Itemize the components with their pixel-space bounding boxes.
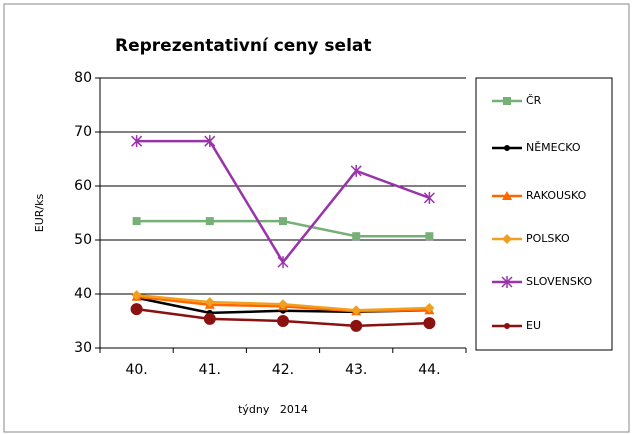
legend-label: EU [526,319,541,332]
marker [205,217,214,226]
legend-marker [502,191,512,200]
x-tick-label: 42. [272,362,294,378]
legend-label: ČR [526,94,542,107]
marker [203,312,216,325]
legend-marker [504,323,510,329]
marker [424,303,435,314]
legend-label: SLOVENSKO [526,275,592,288]
y-tick-label: 60 [74,178,92,194]
marker [351,305,362,316]
legend-label: POLSKO [526,232,570,245]
chart-title: Reprezentativní ceny selat [115,36,372,56]
marker [423,191,435,204]
marker [131,290,142,301]
x-axis-label: týdny 2014 [238,403,308,416]
marker [423,317,436,330]
y-tick-label: 40 [74,286,92,302]
marker [278,299,288,310]
legend-marker [504,145,510,151]
y-tick-label: 30 [74,340,92,356]
y-tick-label: 70 [74,124,92,140]
x-tick-label: 40. [125,362,147,378]
marker [132,217,141,226]
marker [204,297,215,308]
marker [277,256,289,269]
legend-box [475,77,613,351]
x-tick-label: 43. [345,362,367,378]
x-tick-label: 41. [199,362,221,378]
marker [350,319,363,332]
marker [204,135,216,148]
legend-marker [501,276,513,288]
marker [131,135,143,148]
marker [350,164,362,177]
legend-marker [503,97,511,105]
marker [352,232,361,241]
x-tick-label: 44. [418,362,440,378]
y-tick-label: 80 [74,70,92,86]
legend-label: RAKOUSKO [526,189,587,202]
legend-marker [502,234,512,244]
marker [130,303,143,316]
y-tick-label: 50 [74,232,92,248]
marker [279,217,287,226]
marker [277,315,289,327]
marker [425,232,434,241]
y-axis-label: EUR/ks [33,194,46,233]
legend-label: NĚMECKO [526,141,581,154]
